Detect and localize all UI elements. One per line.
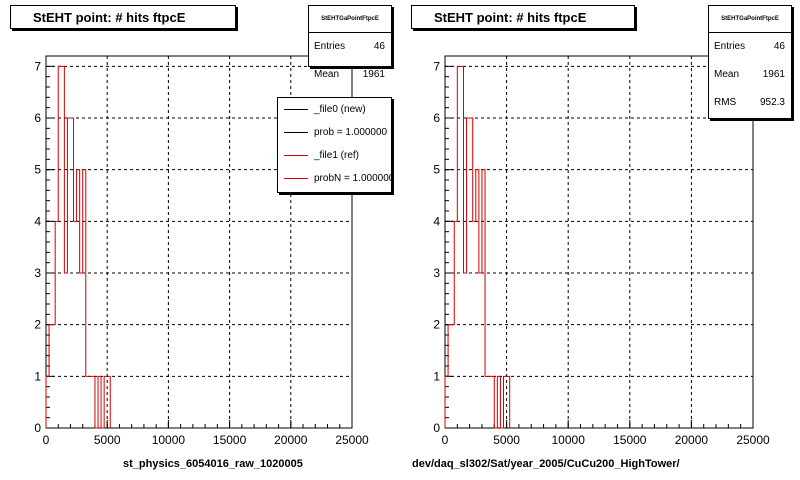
right-y-tick-label: 6 bbox=[433, 111, 440, 125]
right-y-tick-label: 4 bbox=[433, 214, 440, 228]
left-stats-entries-label: Entries bbox=[314, 41, 346, 52]
left-stats-name: StEHTGaPointFtpcE bbox=[309, 6, 391, 33]
right-stats-entries-value: 46 bbox=[773, 41, 785, 52]
right-x-tick-label: 10000 bbox=[552, 433, 586, 447]
right-stats-entries-row: Entries 46 bbox=[709, 33, 791, 61]
right-y-tick-label: 7 bbox=[433, 59, 440, 73]
right-stats-rms-row: RMS 952.3 bbox=[709, 89, 791, 117]
legend-entry-file0: _file0 (new) bbox=[278, 98, 391, 121]
right-histogram-panel: 0 5000 10000 15000 20000 25000 0 1 2 3 4 5 6 7 bbox=[433, 55, 770, 447]
left-x-tick-label: 20000 bbox=[274, 433, 308, 447]
left-chart-title: StEHT point: # hits ftpcE bbox=[10, 5, 236, 29]
legend-line-sample bbox=[284, 109, 308, 110]
legend-line-sample bbox=[284, 132, 308, 133]
right-stats-mean-row: Mean 1961 bbox=[709, 61, 791, 89]
left-x-tick-label: 10000 bbox=[152, 433, 186, 447]
legend-label: _file1 (ref) bbox=[314, 150, 360, 161]
left-stats-entries-value: 46 bbox=[373, 41, 385, 52]
left-x-tick-label: 0 bbox=[43, 433, 50, 447]
right-y-tick-label: 1 bbox=[433, 369, 440, 383]
right-stats-box: StEHTGaPointFtpcE Entries 46 Mean 1961 R… bbox=[708, 5, 792, 119]
legend-label: _file0 (new) bbox=[314, 104, 366, 115]
legend-entry-prob: prob = 1.000000 bbox=[278, 121, 391, 144]
right-y-tick-label: 0 bbox=[433, 421, 440, 435]
right-x-tick-label: 15000 bbox=[613, 433, 647, 447]
left-y-tick-label: 3 bbox=[34, 266, 41, 280]
left-x-axis-label: st_physics_6054016_raw_1020005 bbox=[123, 458, 303, 470]
left-stats-entries-row: Entries 46 bbox=[309, 33, 391, 61]
right-y-tick-label: 5 bbox=[433, 163, 440, 177]
legend-label: prob = 1.000000 bbox=[314, 127, 388, 138]
legend-entry-probn: probN = 1.000000 bbox=[278, 167, 391, 190]
right-histogram-series bbox=[444, 65, 511, 429]
left-y-tick-label: 7 bbox=[34, 59, 41, 73]
left-y-tick-label: 0 bbox=[34, 421, 41, 435]
right-stats-name: StEHTGaPointFtpcE bbox=[709, 6, 791, 33]
legend-entry-file1: _file1 (ref) bbox=[278, 144, 391, 167]
left-y-tick-label: 2 bbox=[34, 318, 41, 332]
legend-line-sample bbox=[284, 155, 308, 156]
left-stats-box: StEHTGaPointFtpcE Entries 46 Mean 1961 bbox=[308, 5, 392, 80]
right-stats-entries-label: Entries bbox=[714, 41, 746, 52]
right-chart-title: StEHT point: # hits ftpcE bbox=[411, 5, 635, 29]
left-x-tick-label: 25000 bbox=[335, 433, 369, 447]
left-histogram-series bbox=[45, 65, 111, 429]
right-x-tick-label: 5000 bbox=[493, 433, 520, 447]
right-stats-rms-value: 952.3 bbox=[759, 97, 785, 108]
left-stats-mean-row: Mean 1961 bbox=[309, 61, 391, 89]
right-stats-rms-label: RMS bbox=[714, 97, 737, 108]
right-x-tick-label: 25000 bbox=[736, 433, 770, 447]
left-y-tick-label: 4 bbox=[34, 214, 41, 228]
left-y-tick-label: 1 bbox=[34, 369, 41, 383]
right-y-tick-label: 3 bbox=[433, 266, 440, 280]
left-x-tick-label: 5000 bbox=[94, 433, 121, 447]
right-plot-frame bbox=[444, 55, 754, 429]
right-x-axis-label: dev/daq_sl302/Sat/year_2005/CuCu200_High… bbox=[412, 458, 680, 470]
legend-line-sample bbox=[284, 178, 308, 179]
legend-label: probN = 1.000000 bbox=[314, 173, 392, 184]
left-legend: _file0 (new) prob = 1.000000 _file1 (ref… bbox=[277, 97, 392, 193]
right-x-tick-label: 20000 bbox=[675, 433, 709, 447]
right-y-tick-label: 2 bbox=[433, 318, 440, 332]
right-x-tick-label: 0 bbox=[442, 433, 449, 447]
left-y-tick-label: 5 bbox=[34, 163, 41, 177]
right-stats-mean-label: Mean bbox=[714, 69, 740, 80]
left-stats-mean-value: 1961 bbox=[362, 69, 385, 80]
left-y-tick-label: 6 bbox=[34, 111, 41, 125]
right-stats-mean-value: 1961 bbox=[762, 69, 785, 80]
left-x-tick-label: 15000 bbox=[213, 433, 247, 447]
left-stats-mean-label: Mean bbox=[314, 69, 340, 80]
